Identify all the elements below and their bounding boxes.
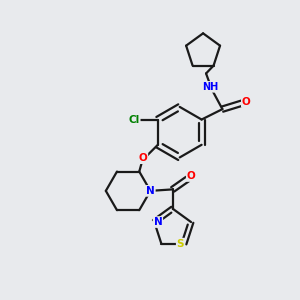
Text: Cl: Cl: [128, 115, 140, 124]
Text: N: N: [146, 186, 155, 196]
Text: O: O: [187, 171, 196, 181]
Text: N: N: [154, 217, 162, 227]
Text: O: O: [139, 153, 147, 163]
Text: O: O: [242, 97, 250, 107]
Text: S: S: [177, 239, 184, 249]
Text: NH: NH: [202, 82, 219, 92]
